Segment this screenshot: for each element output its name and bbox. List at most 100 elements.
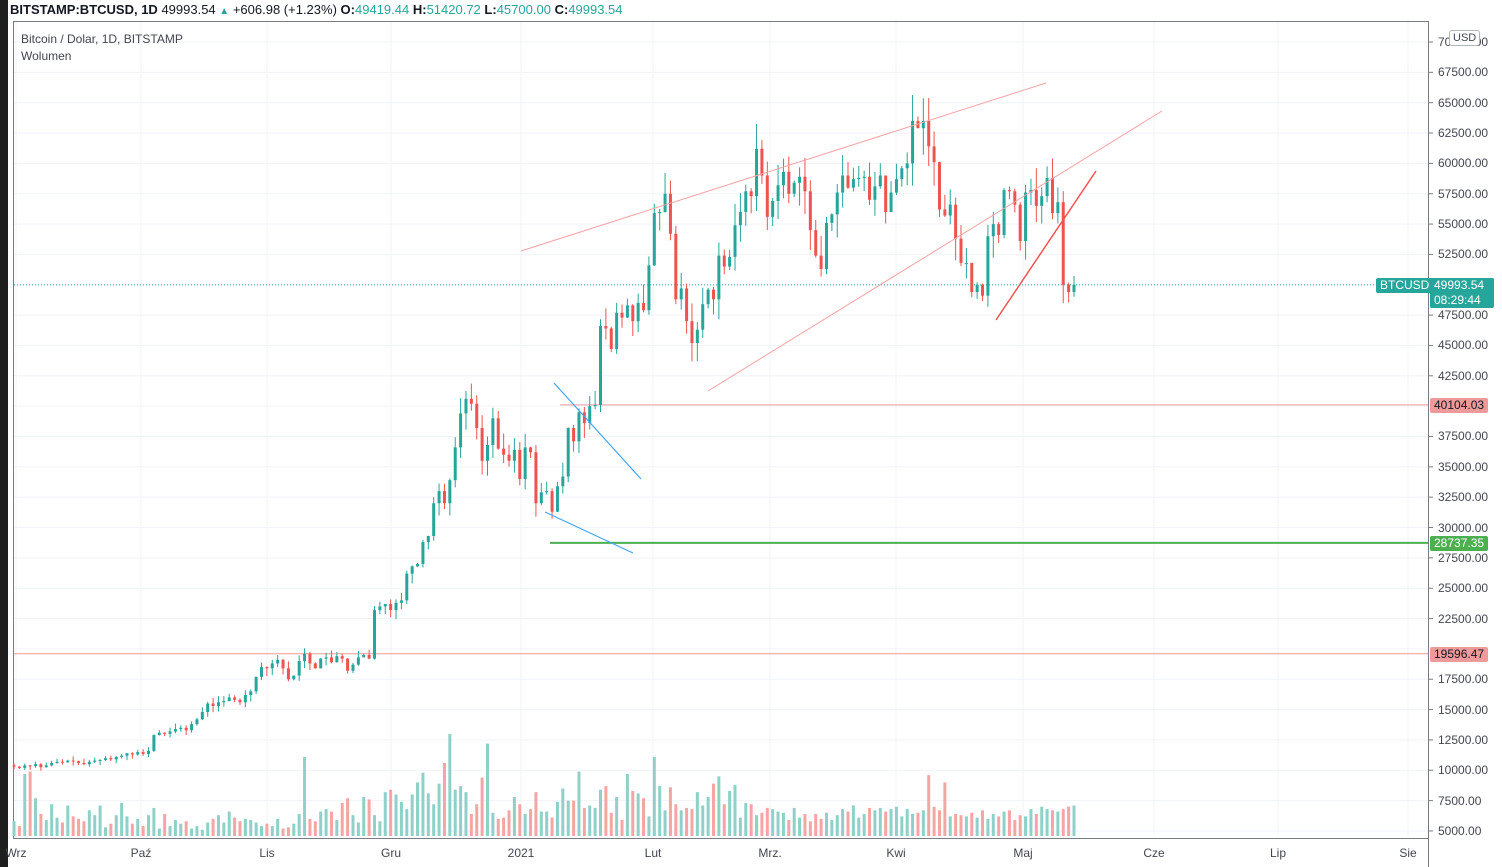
candle-body	[1013, 191, 1017, 205]
candle-body	[383, 603, 387, 607]
candle-body	[873, 186, 877, 200]
volume-bar	[34, 798, 38, 836]
volume-bar	[808, 821, 812, 836]
candle-body	[23, 765, 27, 768]
price-tick-label: 67500.00	[1438, 65, 1489, 80]
volume-bar	[539, 811, 543, 836]
volume-bar	[889, 809, 893, 836]
candle-body	[948, 204, 952, 216]
low-value: 45700.00	[496, 2, 551, 17]
price-tick-label: 35000.00	[1438, 459, 1489, 474]
volume-bar	[82, 821, 86, 836]
last-price-tag: 49993.54 08:29:44	[1430, 278, 1494, 308]
volume-bar	[841, 809, 845, 836]
candle-body	[249, 691, 253, 696]
candle-body	[136, 752, 140, 755]
candle-body	[857, 177, 861, 180]
candle-body	[44, 765, 48, 768]
price-axis[interactable]	[1428, 21, 1502, 867]
candle-body	[1067, 284, 1071, 293]
candle-body	[265, 667, 269, 669]
candle-body	[577, 412, 581, 442]
volume-bar	[986, 818, 990, 836]
volume-bar	[948, 816, 952, 836]
candle-body	[997, 224, 1001, 235]
candle-body	[728, 256, 732, 267]
volume-bar	[319, 811, 323, 836]
candle-body	[534, 452, 538, 504]
candle-body	[598, 326, 602, 405]
candle-body	[394, 602, 398, 611]
volume-indicator-label[interactable]: Wolumen	[21, 49, 72, 63]
candle-body	[50, 762, 54, 766]
chart-pane[interactable]	[13, 21, 1429, 839]
candle-body	[959, 238, 963, 263]
candle-body	[120, 755, 124, 757]
volume-bar	[324, 809, 328, 836]
volume-bar	[512, 796, 516, 836]
price-tick-label: 45000.00	[1438, 338, 1489, 353]
chart-legend: Bitcoin / Dolar, 1D, BITSTAMP Wolumen	[21, 31, 183, 65]
volume-bar	[701, 805, 705, 836]
candle-body	[588, 406, 592, 424]
candle-body	[889, 192, 893, 212]
high-value: 51420.72	[426, 2, 481, 17]
candle-body	[34, 764, 38, 767]
candle-body	[711, 289, 715, 300]
price-change: +606.98 (+1.23%)	[232, 2, 337, 17]
candle-body	[389, 603, 393, 611]
candle-body	[878, 175, 882, 187]
candle-body	[103, 758, 107, 760]
candle-body	[679, 288, 683, 300]
volume-bar	[647, 816, 651, 836]
volume-bar	[227, 811, 231, 836]
candle-body	[975, 284, 979, 293]
symbol-name[interactable]: BITSTAMP:BTCUSD, 1D	[10, 2, 158, 17]
volume-bar	[625, 773, 629, 836]
volume-bar	[486, 743, 490, 836]
volume-bar	[480, 777, 484, 836]
candle-body	[303, 653, 307, 662]
price-tick-label: 42500.00	[1438, 368, 1489, 383]
price-tick-label: 57500.00	[1438, 186, 1489, 201]
price-tick-label: 25000.00	[1438, 581, 1489, 596]
volume-bar	[555, 801, 559, 836]
candle-body	[1002, 190, 1006, 235]
volume-bar	[163, 813, 167, 836]
volume-bar	[356, 822, 360, 836]
volume-bar	[900, 816, 904, 836]
volume-bar	[405, 809, 409, 836]
candle-body	[1018, 204, 1022, 242]
volume-bar	[636, 793, 640, 836]
volume-bar	[738, 817, 742, 836]
candle-body	[964, 262, 968, 264]
candle-body	[706, 289, 710, 305]
volume-bar	[136, 818, 140, 836]
candle-body	[28, 765, 32, 767]
volume-bar	[265, 823, 269, 836]
candle-body	[523, 447, 527, 479]
volume-bar	[491, 812, 495, 836]
volume-bar	[916, 812, 920, 836]
candle-body	[346, 658, 350, 671]
candle-body	[835, 192, 839, 215]
volume-bar	[959, 815, 963, 836]
candle-body	[421, 542, 425, 564]
price-tick-label: 55000.00	[1438, 217, 1489, 232]
candle-body	[1024, 192, 1028, 242]
volume-bar	[937, 810, 941, 836]
volume-bar	[921, 810, 925, 836]
series-title[interactable]: Bitcoin / Dolar, 1D, BITSTAMP	[21, 32, 183, 46]
volume-bar	[776, 811, 780, 836]
volume-bar	[798, 817, 802, 836]
candle-body	[141, 752, 145, 754]
volume-bar	[631, 790, 635, 836]
candle-body	[211, 703, 215, 706]
volume-bar	[432, 804, 436, 836]
volume-bar	[663, 810, 667, 836]
candle-body	[405, 573, 409, 601]
currency-button[interactable]: USD	[1449, 30, 1481, 46]
price-tick-label: 47500.00	[1438, 308, 1489, 323]
volume-bar	[1067, 806, 1071, 836]
